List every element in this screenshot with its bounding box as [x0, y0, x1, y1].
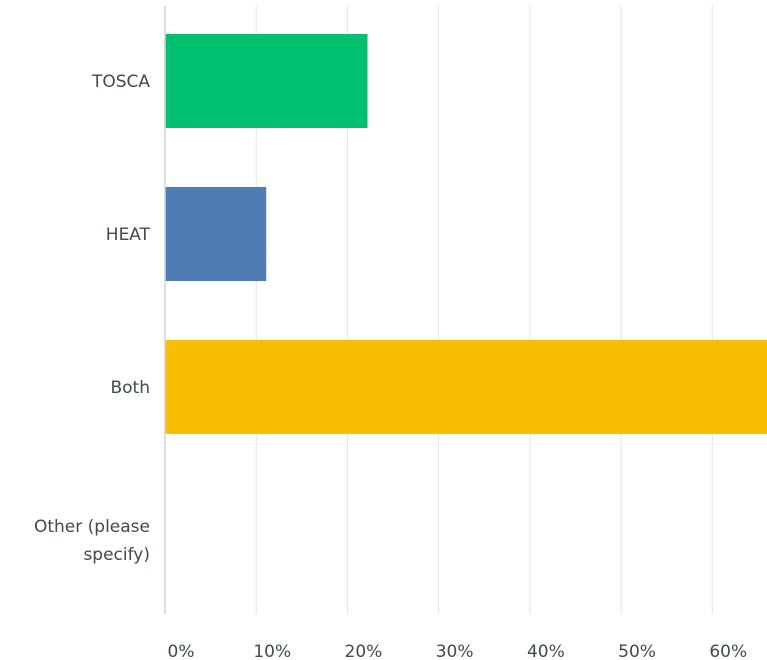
bar[interactable] [165, 340, 767, 434]
x-tick-label: 50% [618, 642, 656, 660]
bar[interactable] [165, 34, 368, 128]
x-tick-label: 60% [709, 642, 747, 660]
bar[interactable] [165, 187, 267, 281]
category-label: HEAT [106, 225, 151, 245]
category-label: Both [110, 378, 150, 398]
x-tick-label: 30% [436, 642, 474, 660]
category-label: Other (please [34, 517, 150, 537]
category-labels: TOSCA HEAT Both Other (please specify) [34, 72, 151, 565]
category-label: TOSCA [91, 72, 150, 92]
x-tick-label: 40% [527, 642, 565, 660]
x-tick-label: 20% [345, 642, 383, 660]
x-tick-label: 10% [253, 642, 291, 660]
category-label: specify) [83, 545, 150, 565]
x-tick-label: 0% [168, 642, 195, 660]
bars [165, 34, 767, 434]
x-tick-labels: 0% 10% 20% 30% 40% 50% 60% [168, 642, 748, 660]
